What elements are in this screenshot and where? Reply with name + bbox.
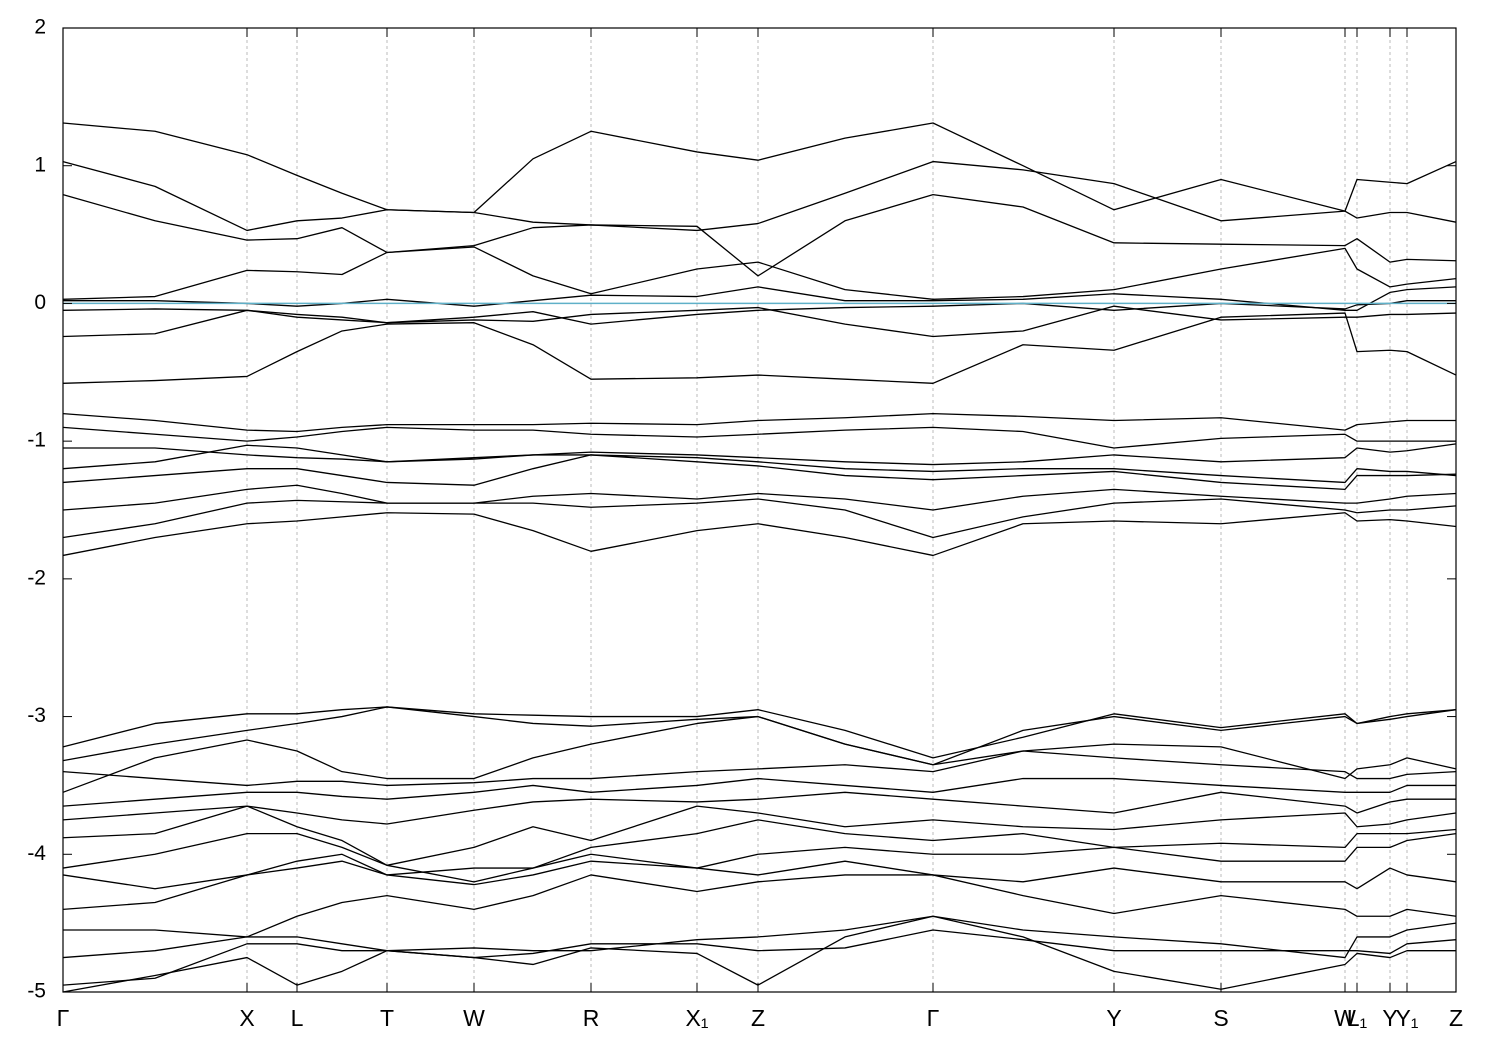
x-tick-label: X [239, 1005, 254, 1031]
band-line [62, 819, 1457, 883]
x-tick-label: X₁ [685, 1005, 708, 1031]
band-line [62, 805, 1457, 866]
band-line [62, 412, 1456, 433]
band-line [63, 443, 1457, 466]
band-line [62, 300, 1456, 325]
plot-frame [62, 27, 1457, 993]
band-line [62, 193, 1457, 277]
band-line [62, 853, 1457, 911]
band-line [62, 750, 1457, 787]
x-tick-label: R [583, 1005, 600, 1031]
x-tick-label: L₁ [1347, 1005, 1368, 1031]
y-tick-label: -2 [27, 566, 46, 589]
band-line [62, 444, 1457, 484]
band-line [62, 929, 1457, 986]
x-tick-label: Γ [927, 1005, 940, 1031]
band-line [62, 484, 1457, 511]
y-tick-label: -1 [27, 429, 46, 452]
band-line [62, 454, 1457, 490]
band-line [62, 305, 1457, 338]
x-tick-label: Y [1382, 1005, 1397, 1031]
band-line [62, 832, 1457, 890]
band-line [62, 791, 1456, 825]
band-line [62, 426, 1456, 449]
band-line [63, 286, 1457, 311]
x-tick-label: W [1334, 1005, 1356, 1031]
y-tick-label: -3 [27, 704, 46, 727]
x-tick-label: Y₁ [1395, 1005, 1418, 1031]
band-line [62, 122, 1457, 214]
band-line [62, 777, 1456, 807]
x-tick-label: Y [1106, 1005, 1121, 1031]
y-tick-label: 0 [34, 291, 46, 314]
band-line [62, 312, 1457, 384]
y-tick-label: 1 [34, 153, 46, 176]
x-tick-label: T [380, 1005, 394, 1031]
x-tick-label: Z [751, 1005, 765, 1031]
y-tick-label: -4 [27, 842, 46, 865]
x-tick-label: S [1213, 1005, 1228, 1031]
band-line [62, 512, 1457, 557]
band-line [63, 874, 1457, 938]
band-line [62, 246, 1457, 300]
band-line [62, 706, 1457, 759]
band-line [62, 715, 1457, 793]
y-tick-label: 2 [34, 16, 46, 39]
x-tick-label: Γ [57, 1005, 70, 1031]
band-line [62, 160, 1457, 232]
y-tick-label: -5 [27, 980, 46, 1003]
x-tick-label: Z [1449, 1005, 1463, 1031]
band-line [62, 915, 1457, 959]
band-line [62, 498, 1457, 539]
bands [62, 122, 1457, 993]
x-tick-label: W [463, 1005, 485, 1031]
x-tick-label: L [291, 1005, 304, 1031]
